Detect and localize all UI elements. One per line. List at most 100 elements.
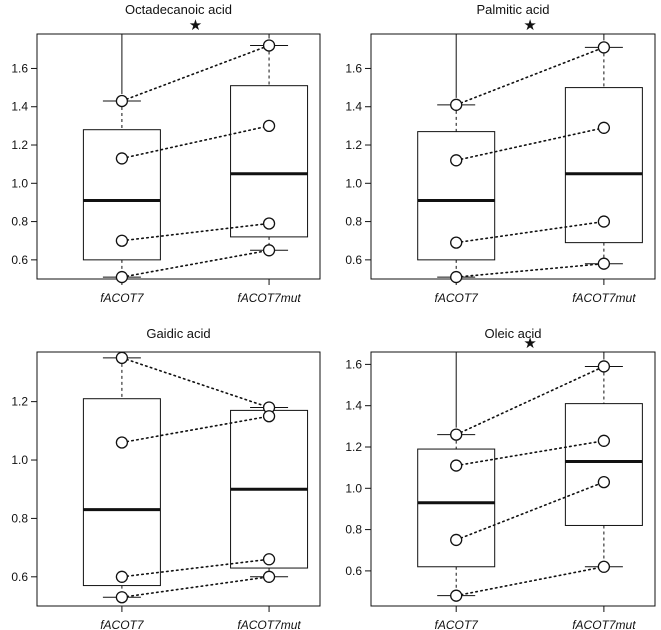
data-point: [450, 589, 463, 602]
data-point: [450, 533, 463, 547]
y-tick-label: 1.4: [345, 100, 362, 114]
y-tick-label: 1.0: [11, 176, 28, 190]
y-tick-label: 0.8: [11, 511, 28, 525]
chart-title: Palmitic acid: [477, 2, 550, 17]
data-point: [450, 459, 463, 472]
significance-star: ★: [523, 17, 536, 34]
data-point: [115, 591, 129, 604]
y-tick-label: 1.4: [345, 399, 362, 413]
data-point: [597, 560, 611, 573]
y-tick-label: 1.2: [345, 440, 362, 454]
panel-gaidic-acid: Gaidic acid 0.6 0.8 1.0 1.2 fACOT7 fACOT7mut: [11, 326, 321, 630]
x-tick-label: fACOT7mut: [572, 618, 636, 630]
chart-title: Oleic acid: [484, 326, 541, 341]
significance-star: ★: [523, 335, 536, 352]
data-point: [262, 410, 276, 423]
paired-connector: [455, 262, 605, 278]
y-tick-label: 1.2: [11, 395, 28, 409]
x-tick-label: fACOT7mut: [572, 291, 636, 305]
data-point: [597, 257, 611, 270]
box: [230, 85, 309, 238]
x-tick-label: fACOT7: [435, 291, 480, 305]
paired-connector: [455, 126, 605, 162]
plot-frame: [36, 351, 321, 607]
panel-palmitic-acid: Palmitic acid 0.6 0.8 1.0 1.2 1.4 1.6 fACOT7 fAC…: [345, 2, 656, 305]
paired-connector: [455, 565, 605, 597]
data-point: [115, 570, 129, 583]
x-tick-label: fACOT7: [435, 618, 480, 630]
y-tick-label: 0.8: [11, 215, 28, 229]
paired-connector: [121, 357, 270, 409]
y-tick-label: 1.2: [11, 138, 28, 152]
data-point: [115, 351, 129, 364]
data-point: [597, 434, 611, 447]
data-point: [450, 428, 463, 441]
paired-connector: [121, 558, 270, 578]
significance-bracket: [455, 351, 605, 428]
plot-frame: [36, 33, 321, 280]
y-tick-label: 1.4: [11, 100, 28, 114]
y-tick-label: 1.0: [11, 453, 28, 467]
y-tick-label: 1.2: [345, 138, 362, 152]
paired-connector: [455, 365, 605, 436]
paired-connector: [455, 46, 605, 106]
data-point: [597, 41, 611, 54]
paired-connector: [121, 576, 270, 599]
paired-connector: [455, 481, 605, 541]
y-tick-label: 0.6: [11, 253, 28, 267]
y-tick-label: 1.0: [345, 481, 362, 495]
data-point: [262, 119, 276, 133]
x-tick-label: fACOT7: [100, 291, 145, 305]
data-point: [115, 234, 129, 247]
paired-connector: [121, 415, 270, 444]
x-tick-label: fACOT7mut: [237, 618, 301, 630]
data-point: [597, 121, 611, 134]
data-point: [115, 436, 129, 449]
box: [564, 87, 643, 244]
data-point: [115, 94, 129, 108]
y-tick-label: 0.6: [345, 564, 362, 578]
data-point: [450, 154, 463, 167]
chart-title: Octadecanoic acid: [125, 2, 232, 17]
y-tick-label: 1.6: [345, 61, 362, 75]
x-tick-label: fACOT7: [100, 618, 145, 630]
data-point: [450, 270, 463, 284]
data-point: [115, 270, 129, 284]
data-point: [597, 360, 611, 373]
y-tick-label: 0.6: [11, 570, 28, 584]
panel-octadecanoic-acid: Octadecanoic acid 0.6 0.8 1.0 1.2 1.4 1.6 fACOT…: [11, 2, 321, 305]
box: [564, 403, 643, 526]
significance-bracket: [121, 33, 270, 94]
paired-connector: [121, 249, 270, 278]
y-tick-label: 0.6: [345, 253, 362, 267]
paired-connector: [455, 220, 605, 244]
paired-connector: [455, 439, 605, 467]
data-point: [262, 244, 276, 257]
paired-connector: [121, 44, 270, 102]
panel-oleic-acid: Oleic acid 0.6 0.8 1.0 1.2 1.4 1.6 fACOT7 fACOT7…: [345, 326, 656, 630]
y-tick-label: 1.6: [345, 357, 362, 371]
data-point: [597, 475, 611, 489]
data-point: [262, 217, 276, 230]
chart-title: Gaidic acid: [146, 326, 210, 341]
box: [417, 448, 496, 568]
paired-connector: [121, 125, 270, 160]
y-tick-label: 0.8: [345, 523, 362, 537]
data-point: [262, 39, 276, 52]
box: [82, 129, 161, 261]
x-tick-label: fACOT7mut: [237, 291, 301, 305]
y-tick-label: 1.6: [11, 61, 28, 75]
data-point: [450, 98, 463, 111]
data-point: [262, 570, 276, 583]
y-tick-label: 0.8: [345, 215, 362, 229]
plot-frame: [370, 351, 656, 607]
data-point: [115, 152, 129, 165]
y-tick-label: 1.0: [345, 176, 362, 190]
box: [82, 398, 161, 587]
significance-star: ★: [189, 17, 202, 34]
data-point: [450, 236, 463, 249]
data-point: [262, 553, 276, 566]
data-point: [597, 215, 611, 228]
box: [417, 131, 496, 261]
